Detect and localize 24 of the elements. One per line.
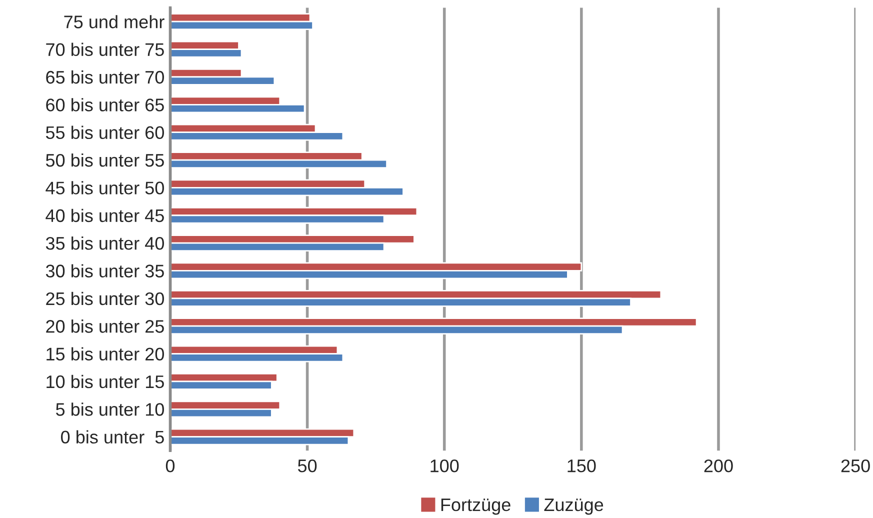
legend-label: Zuzüge [544,498,604,515]
x-tick-label: 150 [568,459,596,472]
y-tick-label: 20 bis unter 25 [46,320,164,333]
y-tick-label: 75 und mehr [64,15,164,28]
x-tick-label: 100 [430,459,459,472]
legend-label: Fortzüge [441,498,510,515]
y-tick-label: 45 bis unter 50 [46,181,164,194]
y-tick-label: 60 bis unter 65 [46,98,164,112]
x-tick-label: 250 [841,459,870,472]
x-tick-label: 0 [166,459,175,472]
y-tick-label: 65 bis unter 70 [46,70,164,84]
y-tick-label: 35 bis unter 40 [46,236,164,250]
y-tick-label: 70 bis unter 75 [46,42,164,56]
y-tick-label: 5 bis unter 10 [56,402,164,416]
y-tick-label: 40 bis unter 45 [46,208,164,222]
y-tick-label: 50 bis unter 55 [46,153,164,167]
y-tick-label: 55 bis unter 60 [46,126,164,140]
y-tick-label: 0 bis unter 5 [61,430,164,444]
y-tick-label: 30 bis unter 35 [46,264,164,278]
y-tick-label: 15 bis unter 20 [46,347,164,360]
y-tick-label: 10 bis unter 15 [46,374,164,388]
x-tick-label: 50 [298,459,317,472]
y-tick-label: 25 bis unter 30 [46,292,164,306]
x-tick-label: 200 [704,459,733,472]
